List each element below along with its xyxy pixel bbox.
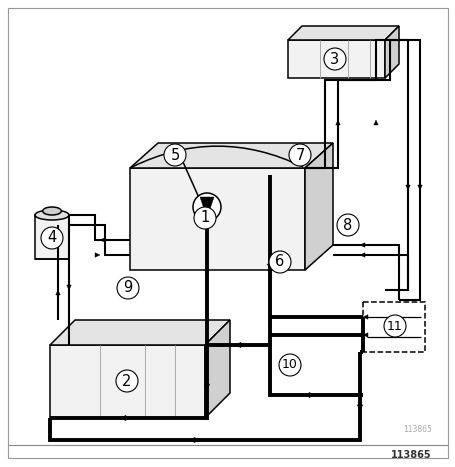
Polygon shape — [267, 264, 272, 270]
Polygon shape — [234, 342, 241, 348]
Polygon shape — [56, 290, 60, 295]
Text: 2: 2 — [122, 374, 131, 389]
Polygon shape — [308, 392, 314, 398]
Polygon shape — [100, 238, 105, 242]
Polygon shape — [288, 26, 398, 40]
Polygon shape — [130, 143, 332, 168]
Circle shape — [41, 227, 63, 249]
Text: 8: 8 — [343, 218, 352, 233]
Polygon shape — [384, 26, 398, 78]
Polygon shape — [50, 345, 205, 418]
Polygon shape — [200, 197, 213, 218]
Polygon shape — [66, 285, 71, 290]
Text: 9: 9 — [123, 281, 132, 296]
Polygon shape — [357, 400, 362, 406]
Circle shape — [288, 144, 310, 166]
Text: 4: 4 — [47, 231, 56, 246]
Polygon shape — [130, 168, 304, 270]
Circle shape — [324, 48, 345, 70]
Circle shape — [117, 277, 139, 299]
Text: 11: 11 — [386, 319, 402, 333]
Polygon shape — [95, 253, 100, 257]
Text: 1: 1 — [200, 211, 209, 226]
Circle shape — [192, 193, 221, 221]
Polygon shape — [373, 120, 377, 125]
Polygon shape — [417, 185, 421, 190]
Polygon shape — [193, 437, 200, 443]
Text: 6: 6 — [275, 255, 284, 269]
Polygon shape — [405, 185, 410, 190]
Text: 5: 5 — [170, 148, 179, 163]
Text: 10: 10 — [282, 359, 297, 372]
Text: 3: 3 — [330, 51, 339, 66]
Polygon shape — [362, 315, 367, 319]
Text: 7: 7 — [295, 148, 304, 163]
Circle shape — [336, 214, 358, 236]
Circle shape — [193, 207, 216, 229]
Polygon shape — [304, 143, 332, 270]
Text: 113865: 113865 — [390, 450, 431, 460]
Polygon shape — [359, 253, 364, 257]
Circle shape — [164, 144, 186, 166]
Polygon shape — [205, 320, 229, 418]
Polygon shape — [288, 40, 384, 78]
Text: 113865: 113865 — [402, 425, 431, 434]
Polygon shape — [362, 333, 367, 337]
Ellipse shape — [43, 207, 61, 215]
Circle shape — [268, 251, 290, 273]
Circle shape — [116, 370, 138, 392]
Polygon shape — [50, 320, 229, 345]
Polygon shape — [362, 302, 424, 352]
Polygon shape — [35, 215, 69, 259]
Polygon shape — [120, 415, 126, 421]
Polygon shape — [204, 384, 209, 390]
Circle shape — [278, 354, 300, 376]
Polygon shape — [359, 243, 364, 247]
Circle shape — [204, 217, 209, 221]
Polygon shape — [335, 120, 339, 125]
Circle shape — [383, 315, 405, 337]
Ellipse shape — [35, 210, 69, 220]
